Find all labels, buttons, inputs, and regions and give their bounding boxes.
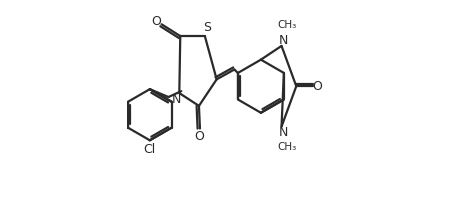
Text: O: O <box>194 130 204 143</box>
Text: N: N <box>279 33 288 47</box>
Text: N: N <box>171 93 181 107</box>
Text: N: N <box>279 126 288 139</box>
Text: S: S <box>203 21 211 34</box>
Text: O: O <box>151 15 161 28</box>
Text: CH₃: CH₃ <box>278 20 297 30</box>
Text: O: O <box>312 80 322 93</box>
Text: Cl: Cl <box>144 143 156 156</box>
Text: CH₃: CH₃ <box>278 142 297 152</box>
